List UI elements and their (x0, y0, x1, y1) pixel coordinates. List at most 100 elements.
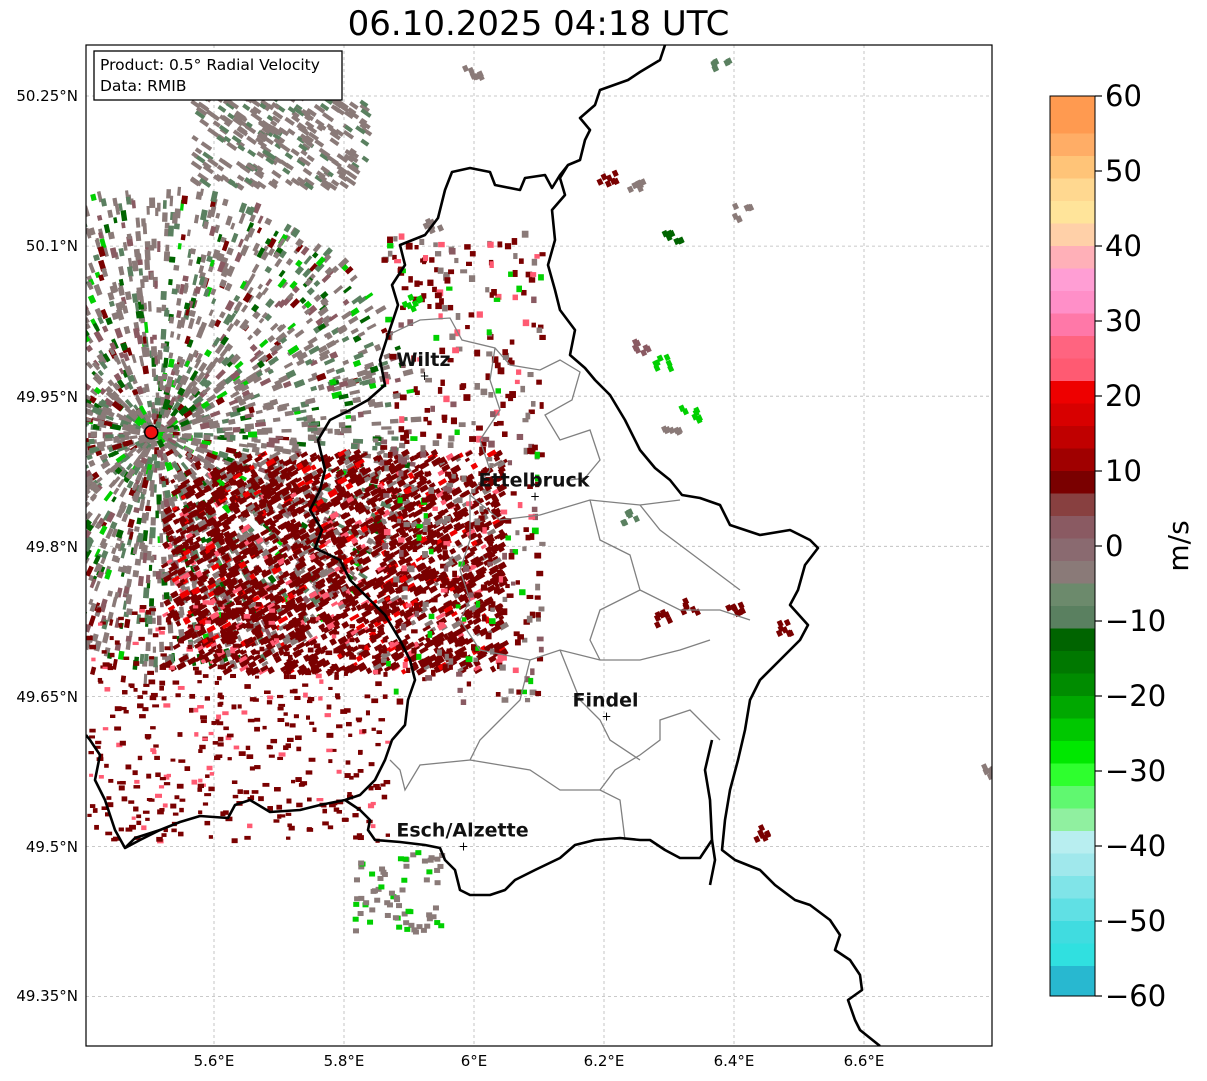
echo-cell (406, 543, 415, 552)
echo-cell (146, 416, 152, 423)
echo-cell (133, 687, 138, 692)
echo-cell (333, 285, 344, 295)
echo-cell (241, 279, 251, 292)
echo-cell (453, 521, 462, 529)
echo-cell (164, 222, 170, 229)
echo-cell (186, 656, 198, 666)
echo-cell (352, 473, 363, 483)
echo-cell (86, 407, 94, 416)
echo-cell (492, 518, 501, 526)
echo-cell (18, 610, 28, 621)
echo-cell (376, 532, 387, 542)
echo-cell (308, 345, 321, 355)
echo-cell (161, 304, 167, 312)
echo-cell (73, 655, 80, 662)
echo-cell (9, 321, 18, 330)
echo-cell (50, 298, 61, 310)
echo-cell (260, 442, 267, 449)
echo-cell (228, 312, 237, 323)
echo-cell (278, 269, 286, 278)
echo-cell (108, 300, 115, 307)
echo-cell (34, 324, 44, 334)
echo-cell (104, 568, 113, 580)
echo-cell (183, 409, 193, 419)
echo-cell (63, 371, 75, 381)
echo-cell (12, 554, 22, 564)
echo-cell (313, 430, 320, 435)
echo-cell (465, 450, 473, 457)
echo-cell (279, 336, 288, 344)
echo-cell (256, 165, 264, 173)
echo-cell (344, 176, 357, 187)
echo-cell (229, 370, 241, 381)
echo-cell (20, 587, 27, 594)
echo-cell (31, 342, 42, 352)
echo-cell (262, 617, 270, 624)
echo-cell (3, 230, 9, 237)
echo-cell (318, 568, 330, 579)
echo-cell (364, 361, 375, 369)
echo-cell (273, 230, 279, 238)
echo-cell (144, 653, 149, 662)
echo-cell (165, 448, 174, 457)
echo-cell (0, 585, 6, 592)
echo-cell (152, 646, 157, 653)
echo-cell (163, 408, 172, 419)
echo-cell (296, 416, 308, 422)
echo-cell (69, 464, 76, 469)
echo-cell (253, 489, 262, 496)
echo-cell (16, 408, 27, 413)
echo-cell (234, 360, 244, 370)
echo-cell (355, 604, 363, 612)
echo-cell (233, 630, 240, 636)
echo-cell (91, 633, 99, 642)
echo-cell (413, 493, 422, 501)
echo-cell (303, 511, 311, 519)
echo-cell (246, 442, 257, 449)
echo-cell (237, 578, 244, 585)
echo-cell (30, 266, 38, 275)
echo-cell (113, 217, 118, 224)
echo-cell (492, 549, 498, 555)
echo-cell (40, 464, 52, 473)
echo-cell (443, 605, 454, 614)
echo-cell (279, 127, 290, 137)
echo-cell (436, 541, 445, 548)
echo-cell (446, 580, 455, 587)
radar-map[interactable]: +Wiltz+Ettelbruck+Findel+Esch/Alzette Pr… (0, 0, 1030, 1081)
echo-cell (453, 628, 463, 637)
echo-cell (472, 616, 482, 625)
echo-cell (278, 508, 287, 516)
echo-cell (180, 478, 191, 487)
echo-cell (253, 512, 259, 518)
echo-cell (134, 302, 140, 312)
echo-cell (262, 648, 273, 659)
echo-cell (274, 300, 282, 308)
echo-cell (289, 452, 299, 462)
echo-cell (212, 336, 221, 347)
echo-cell (24, 315, 32, 323)
echo-cell (131, 260, 139, 272)
echo-cell (98, 387, 107, 396)
echo-cell (295, 243, 304, 253)
echo-cell (183, 446, 194, 455)
echo-cell (336, 153, 349, 163)
echo-cell (237, 481, 245, 487)
echo-cell (373, 438, 379, 443)
echo-cell (295, 238, 304, 248)
echo-cell (218, 571, 226, 578)
echo-cell (16, 632, 25, 642)
echo-cell (294, 265, 305, 276)
echo-cell (271, 450, 281, 459)
echo-cell (179, 283, 185, 295)
echo-cell (342, 285, 352, 294)
echo-cell (148, 657, 154, 667)
echo-cell (396, 478, 407, 488)
echo-cell (88, 227, 96, 236)
echo-cell (296, 351, 308, 362)
echo-cell (151, 454, 158, 461)
echo-cell (311, 251, 319, 259)
echo-cell (111, 496, 117, 503)
echo-cell (433, 513, 443, 522)
echo-cell (167, 604, 176, 612)
